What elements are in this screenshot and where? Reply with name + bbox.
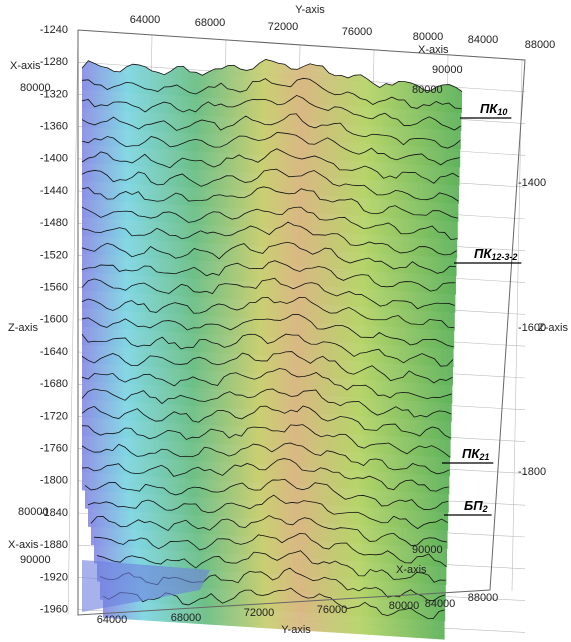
y-tick-label: 76000 xyxy=(342,26,373,38)
y-tick-label: 68000 xyxy=(195,17,226,29)
y-tick-label: 76000 xyxy=(317,604,348,616)
x-tick-label: 90000 xyxy=(412,544,443,556)
z-tick-label: -1920 xyxy=(40,571,68,583)
x-tick-label: 80000 xyxy=(18,506,49,518)
y-tick-label: 84000 xyxy=(425,598,456,610)
y-tick-label: 84000 xyxy=(468,34,499,46)
surface xyxy=(82,59,462,639)
z-tick-label: -1360 xyxy=(40,121,68,133)
z-tick-label: -1280 xyxy=(40,56,68,68)
y-tick-label: 80000 xyxy=(389,600,420,612)
x-tick-label: 90000 xyxy=(20,554,51,566)
y-tick-label: 72000 xyxy=(244,607,275,619)
z-tick-label: -1760 xyxy=(40,443,68,455)
y-tick-label: 64000 xyxy=(97,614,128,626)
z-tick-label: -1960 xyxy=(40,604,68,616)
horizon-base: ПК xyxy=(480,101,498,116)
x-tick-label: 80000 xyxy=(412,84,443,96)
horizon-label: ПК10 xyxy=(480,101,507,117)
z-tick-label: -1240 xyxy=(40,24,68,36)
y-tick-label: 68000 xyxy=(171,612,202,624)
x-axis-label: X-axis xyxy=(8,539,39,551)
z-tick-label: -1400 xyxy=(40,153,68,165)
x-axis-label: X-axis xyxy=(418,44,449,56)
x-tick-label: 80000 xyxy=(20,82,51,94)
x-axis-label: X-axis xyxy=(396,564,427,576)
horizon-sub: 12-3-2 xyxy=(491,252,517,262)
horizon-base: БП xyxy=(464,498,483,513)
z-tick-label: -1440 xyxy=(40,185,68,197)
y-tick-label: 88000 xyxy=(468,592,499,604)
horizon-sub: 21 xyxy=(478,452,489,462)
y-tick-label: 80000 xyxy=(413,31,444,43)
horizon-sub: 2 xyxy=(482,504,488,514)
z-tick-label: -1880 xyxy=(40,539,68,551)
horizon-base: ПК xyxy=(462,446,480,461)
z-tick-label: -1480 xyxy=(40,217,68,229)
y-tick-label: 88000 xyxy=(525,39,556,51)
x-axis-label: X-axis xyxy=(10,60,41,72)
horizon-label: БП2 xyxy=(464,498,488,514)
z-tick-label: -1560 xyxy=(40,282,68,294)
z-tick-label: -1600 xyxy=(40,314,68,326)
y-tick-label: 72000 xyxy=(268,21,299,33)
z-tick-label: -1680 xyxy=(40,378,68,390)
z-tick-label: -1720 xyxy=(40,410,68,422)
y-axis-label: Y-axis xyxy=(295,4,325,16)
x-tick-label: 90000 xyxy=(432,64,463,76)
horizon-sub: 10 xyxy=(497,107,507,117)
z-axis-label: Z-axis xyxy=(8,322,38,334)
grid-line xyxy=(68,30,78,615)
chart: -1240-1280-1320-1360-1400-1440-1480-1520… xyxy=(0,0,571,642)
y-tick-label: 64000 xyxy=(130,14,161,26)
z-tick-label: -1800 xyxy=(518,466,546,478)
horizon-label: ПК21 xyxy=(462,446,489,462)
z-tick-label: -1640 xyxy=(40,346,68,358)
horizon-base: ПК xyxy=(474,246,492,261)
z-tick-label: -1800 xyxy=(40,475,68,487)
z-tick-label: -1520 xyxy=(40,249,68,261)
y-axis-label: Y-axis xyxy=(281,624,311,636)
z-axis-label: Z-axis xyxy=(538,322,568,334)
z-tick-label: -1400 xyxy=(518,177,546,189)
